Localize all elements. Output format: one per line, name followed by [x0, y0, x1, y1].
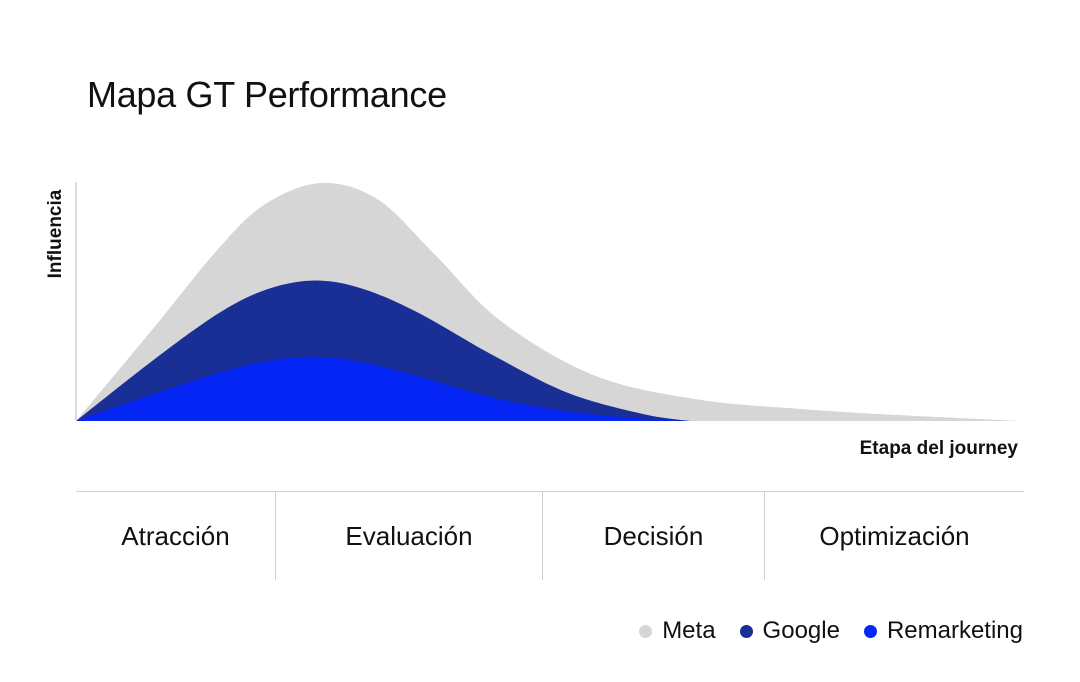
legend-item-google: Google [739, 617, 840, 645]
legend: Meta Google Remarketing [615, 617, 1023, 645]
legend-dot-meta [639, 624, 653, 638]
stage-evaluacion: Evaluación [345, 520, 473, 551]
legend-label-meta: Meta [662, 617, 716, 644]
legend-label-remarketing: Remarketing [886, 617, 1023, 644]
legend-label-google: Google [762, 617, 840, 644]
stage-divider [542, 492, 543, 580]
stage-divider [764, 492, 765, 580]
stage-optimizacion: Optimización [819, 520, 970, 551]
stage-decision: Decisión [603, 520, 704, 551]
area-remarketing [76, 356, 690, 421]
chart-title: Mapa GT Performance [87, 74, 447, 115]
legend-dot-google [739, 624, 753, 638]
stage-row: Atracción Evaluación Decisión Optimizaci… [76, 491, 1024, 580]
stage-divider [275, 492, 276, 580]
legend-dot-remarketing [863, 624, 877, 638]
legend-item-meta: Meta [639, 617, 716, 645]
x-axis-label: Etapa del journey [859, 438, 1018, 459]
stage-atraccion: Atracción [121, 520, 230, 551]
legend-item-remarketing: Remarketing [863, 617, 1023, 645]
